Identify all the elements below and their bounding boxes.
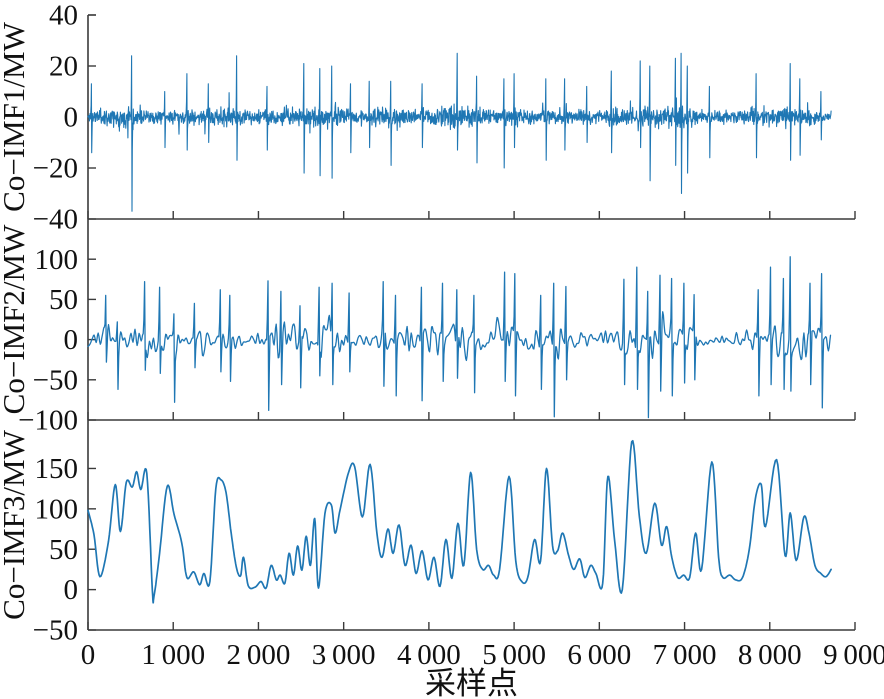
x-tick-label: 6 000 <box>567 639 631 671</box>
y-tick-label: −20 <box>33 153 78 185</box>
y-tick-label: 0 <box>64 324 79 356</box>
series-line-imf2 <box>87 256 832 419</box>
y-tick-label: 50 <box>49 534 78 566</box>
y-tick-label: 20 <box>49 51 78 83</box>
y-tick-label: −50 <box>33 364 78 396</box>
x-tick-label: 1 000 <box>141 639 205 671</box>
x-tick-label: 5 000 <box>482 639 546 671</box>
x-tick-label: 4 000 <box>397 639 461 671</box>
y-axis-label: Co−IMF1/MW <box>0 21 31 211</box>
y-axis-label: Co−IMF3/MW <box>0 429 31 619</box>
x-tick-label: 7 000 <box>653 639 717 671</box>
y-tick-label: 40 <box>49 0 78 32</box>
x-tick-label: 3 000 <box>312 639 376 671</box>
x-tick-label: 0 <box>81 639 96 671</box>
x-axis-labels: 0 1 000 2 000 3 000 4 000 5 000 6 000 7 000 8 00… <box>81 639 884 699</box>
y-tick-label: −40 <box>33 204 78 236</box>
y-tick-label: 150 <box>35 453 79 485</box>
x-axis-label: 采样点 <box>425 666 518 699</box>
series-line-imf3 <box>87 439 832 604</box>
x-tick-label: 9 000 <box>823 639 884 671</box>
series-line-imf1 <box>87 52 832 212</box>
y-tick-label: −100 <box>18 405 78 437</box>
y-tick-label: 50 <box>49 284 78 316</box>
y-tick-label: 0 <box>64 102 79 134</box>
y-tick-label: 0 <box>64 574 79 606</box>
y-axis-label: Co−IMF2/MW <box>0 224 31 414</box>
x-tick-label: 2 000 <box>227 639 291 671</box>
x-tick-label: 8 000 <box>738 639 802 671</box>
y-tick-label: 100 <box>35 244 79 276</box>
y-tick-label: 100 <box>35 493 79 525</box>
y-tick-label: −50 <box>33 615 78 647</box>
